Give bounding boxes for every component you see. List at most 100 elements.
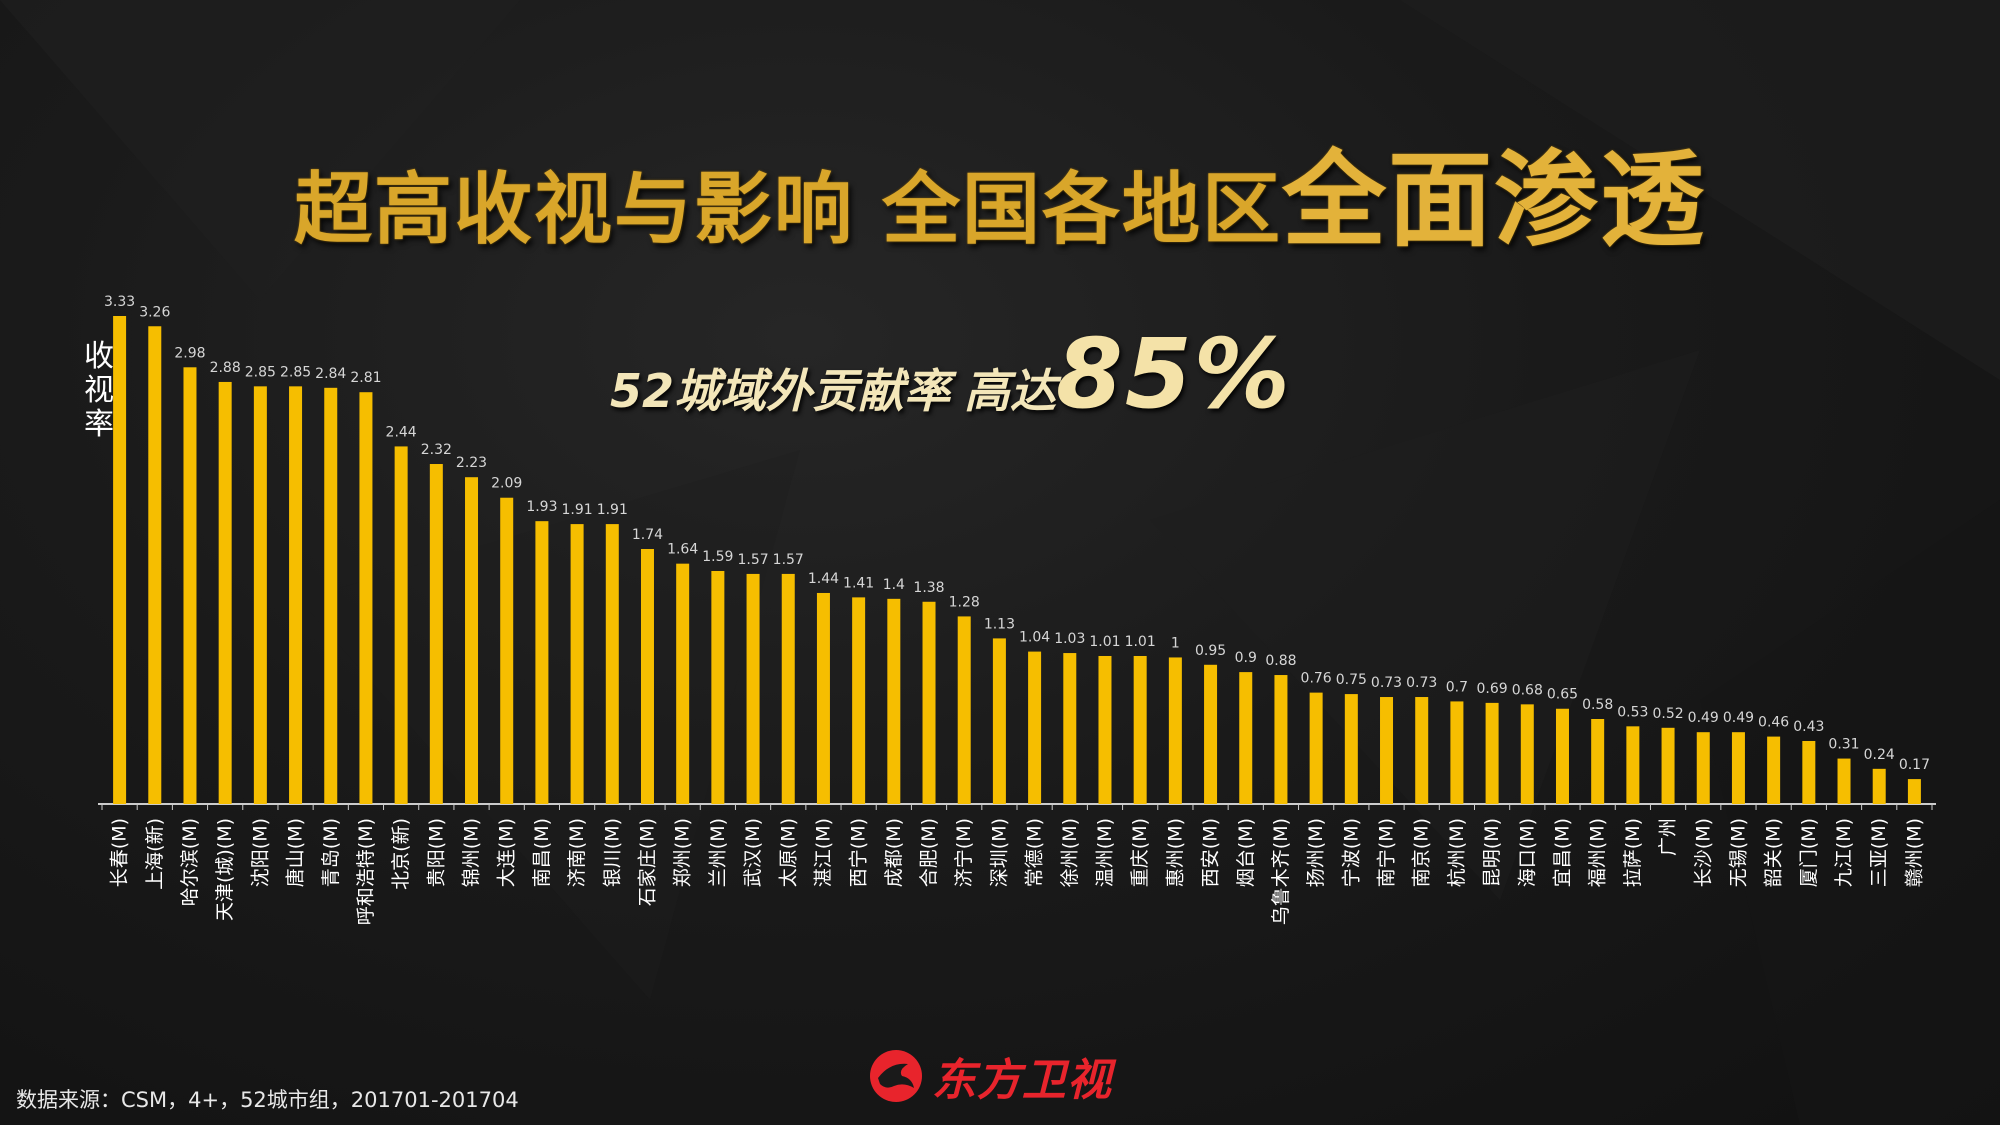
category-tick-label: 福州(M)	[1587, 818, 1609, 887]
category-tick-label: 厦门(M)	[1798, 818, 1820, 887]
bar	[1626, 726, 1640, 804]
bar-value-label: 1.74	[632, 527, 663, 543]
category-tick-label: 九江(M)	[1833, 818, 1855, 887]
bar	[113, 316, 127, 804]
category-tick-label: 合肥(M)	[918, 818, 940, 887]
bar	[1907, 779, 1921, 804]
bar	[500, 497, 514, 804]
bar	[218, 381, 232, 804]
bar	[535, 521, 549, 804]
title-part-1: 超高收视与影响	[293, 165, 854, 255]
bar-value-label: 1.03	[1054, 631, 1085, 647]
bar-value-label: 2.84	[315, 366, 346, 382]
bar	[1168, 657, 1182, 804]
category-tick-label: 西宁(M)	[848, 818, 870, 887]
bar-value-label: 1.44	[808, 571, 839, 587]
bar	[1555, 708, 1569, 804]
category-tick-label: 三亚(M)	[1868, 818, 1890, 887]
bar	[570, 524, 584, 804]
bar	[640, 549, 654, 804]
category-tick-label: 常德(M)	[1024, 818, 1046, 887]
category-tick-label: 宁波(M)	[1340, 818, 1362, 887]
bar	[1837, 758, 1851, 804]
bar-value-label: 0.43	[1793, 719, 1824, 735]
dragon-logo-icon	[870, 1050, 922, 1102]
bar	[1063, 653, 1077, 804]
bar-value-label: 2.44	[386, 424, 417, 440]
bar-value-label: 1.28	[949, 594, 980, 610]
bar-value-label: 0.7	[1446, 679, 1468, 695]
category-tick-label: 上海(新)	[144, 818, 166, 890]
category-tick-label: 南宁(M)	[1376, 818, 1398, 887]
bar-value-label: 0.52	[1652, 706, 1683, 722]
category-tick-label: 昆明(M)	[1481, 818, 1503, 887]
bar	[1133, 655, 1147, 804]
bar	[1661, 727, 1675, 804]
category-tick-label: 徐州(M)	[1059, 818, 1081, 887]
category-tick-label: 西安(M)	[1200, 818, 1222, 887]
bar	[465, 477, 479, 804]
bar	[253, 386, 267, 804]
category-tick-label: 广州	[1657, 818, 1679, 856]
category-tick-label: 长春(M)	[109, 818, 131, 887]
bar-value-label: 1.57	[737, 552, 768, 568]
bar-value-label: 1.04	[1019, 630, 1050, 646]
bar-value-label: 2.85	[245, 364, 276, 380]
category-tick-label: 长沙(M)	[1692, 818, 1714, 887]
category-tick-label: 唐山(M)	[285, 818, 307, 887]
bar	[1485, 702, 1499, 804]
bar	[676, 563, 690, 804]
channel-logo: 东方卫视	[868, 1048, 1112, 1106]
bar-value-label: 2.88	[210, 360, 241, 376]
bar	[359, 392, 373, 804]
bar-value-label: 0.73	[1371, 675, 1402, 691]
bar	[429, 464, 443, 804]
category-tick-label: 郑州(M)	[672, 818, 694, 887]
bar-value-label: 0.73	[1406, 675, 1437, 691]
subtitle: 52城域外贡献率 高达85%	[610, 318, 1292, 438]
bar-value-label: 1.93	[526, 499, 557, 515]
bar-value-label: 1.01	[1125, 634, 1156, 650]
bar-value-label: 0.76	[1301, 671, 1332, 687]
bar-value-label: 2.32	[421, 442, 452, 458]
bar-value-label: 1.4	[883, 577, 905, 593]
bar	[1767, 736, 1781, 804]
bar	[922, 601, 936, 804]
category-tick-label: 太原(M)	[777, 818, 799, 887]
category-tick-label: 杭州(M)	[1446, 818, 1468, 887]
category-tick-label: 武汉(M)	[742, 818, 764, 887]
bar	[781, 573, 795, 804]
bar-value-label: 0.49	[1723, 710, 1754, 726]
bar-value-label: 2.85	[280, 364, 311, 380]
y-axis-label: 收视率	[84, 339, 114, 442]
category-tick-label: 哈尔滨(M)	[179, 818, 201, 906]
bar	[746, 573, 760, 804]
bar-value-label: 0.49	[1688, 710, 1719, 726]
category-tick-label: 石家庄(M)	[636, 818, 658, 906]
bar	[289, 386, 303, 804]
bar	[1520, 704, 1534, 804]
bar	[957, 616, 971, 804]
bar	[711, 570, 725, 804]
bar	[1274, 675, 1288, 804]
category-tick-label: 济南(M)	[566, 818, 588, 887]
category-tick-label: 南京(M)	[1411, 818, 1433, 887]
category-tick-label: 成都(M)	[883, 818, 905, 887]
category-tick-label: 扬州(M)	[1305, 818, 1327, 887]
bar	[852, 597, 866, 804]
logo-text: 东方卫视	[932, 1055, 1112, 1106]
category-tick-label: 南昌(M)	[531, 818, 553, 887]
category-tick-label: 深圳(M)	[988, 818, 1010, 887]
category-tick-label: 惠州(M)	[1164, 818, 1186, 887]
bar-value-label: 0.24	[1864, 747, 1895, 763]
subtitle-part-2: 高达	[964, 364, 1057, 418]
bar	[148, 326, 162, 804]
bar	[1239, 672, 1253, 804]
bar-value-label: 1.91	[562, 502, 593, 518]
bar-value-label: 0.95	[1195, 643, 1226, 659]
bar	[1309, 692, 1323, 804]
category-tick-label: 宜昌(M)	[1551, 818, 1573, 887]
category-tick-label: 北京(新)	[390, 818, 412, 890]
category-tick-label: 大连(M)	[496, 818, 518, 887]
bar-value-label: 1.57	[773, 552, 804, 568]
